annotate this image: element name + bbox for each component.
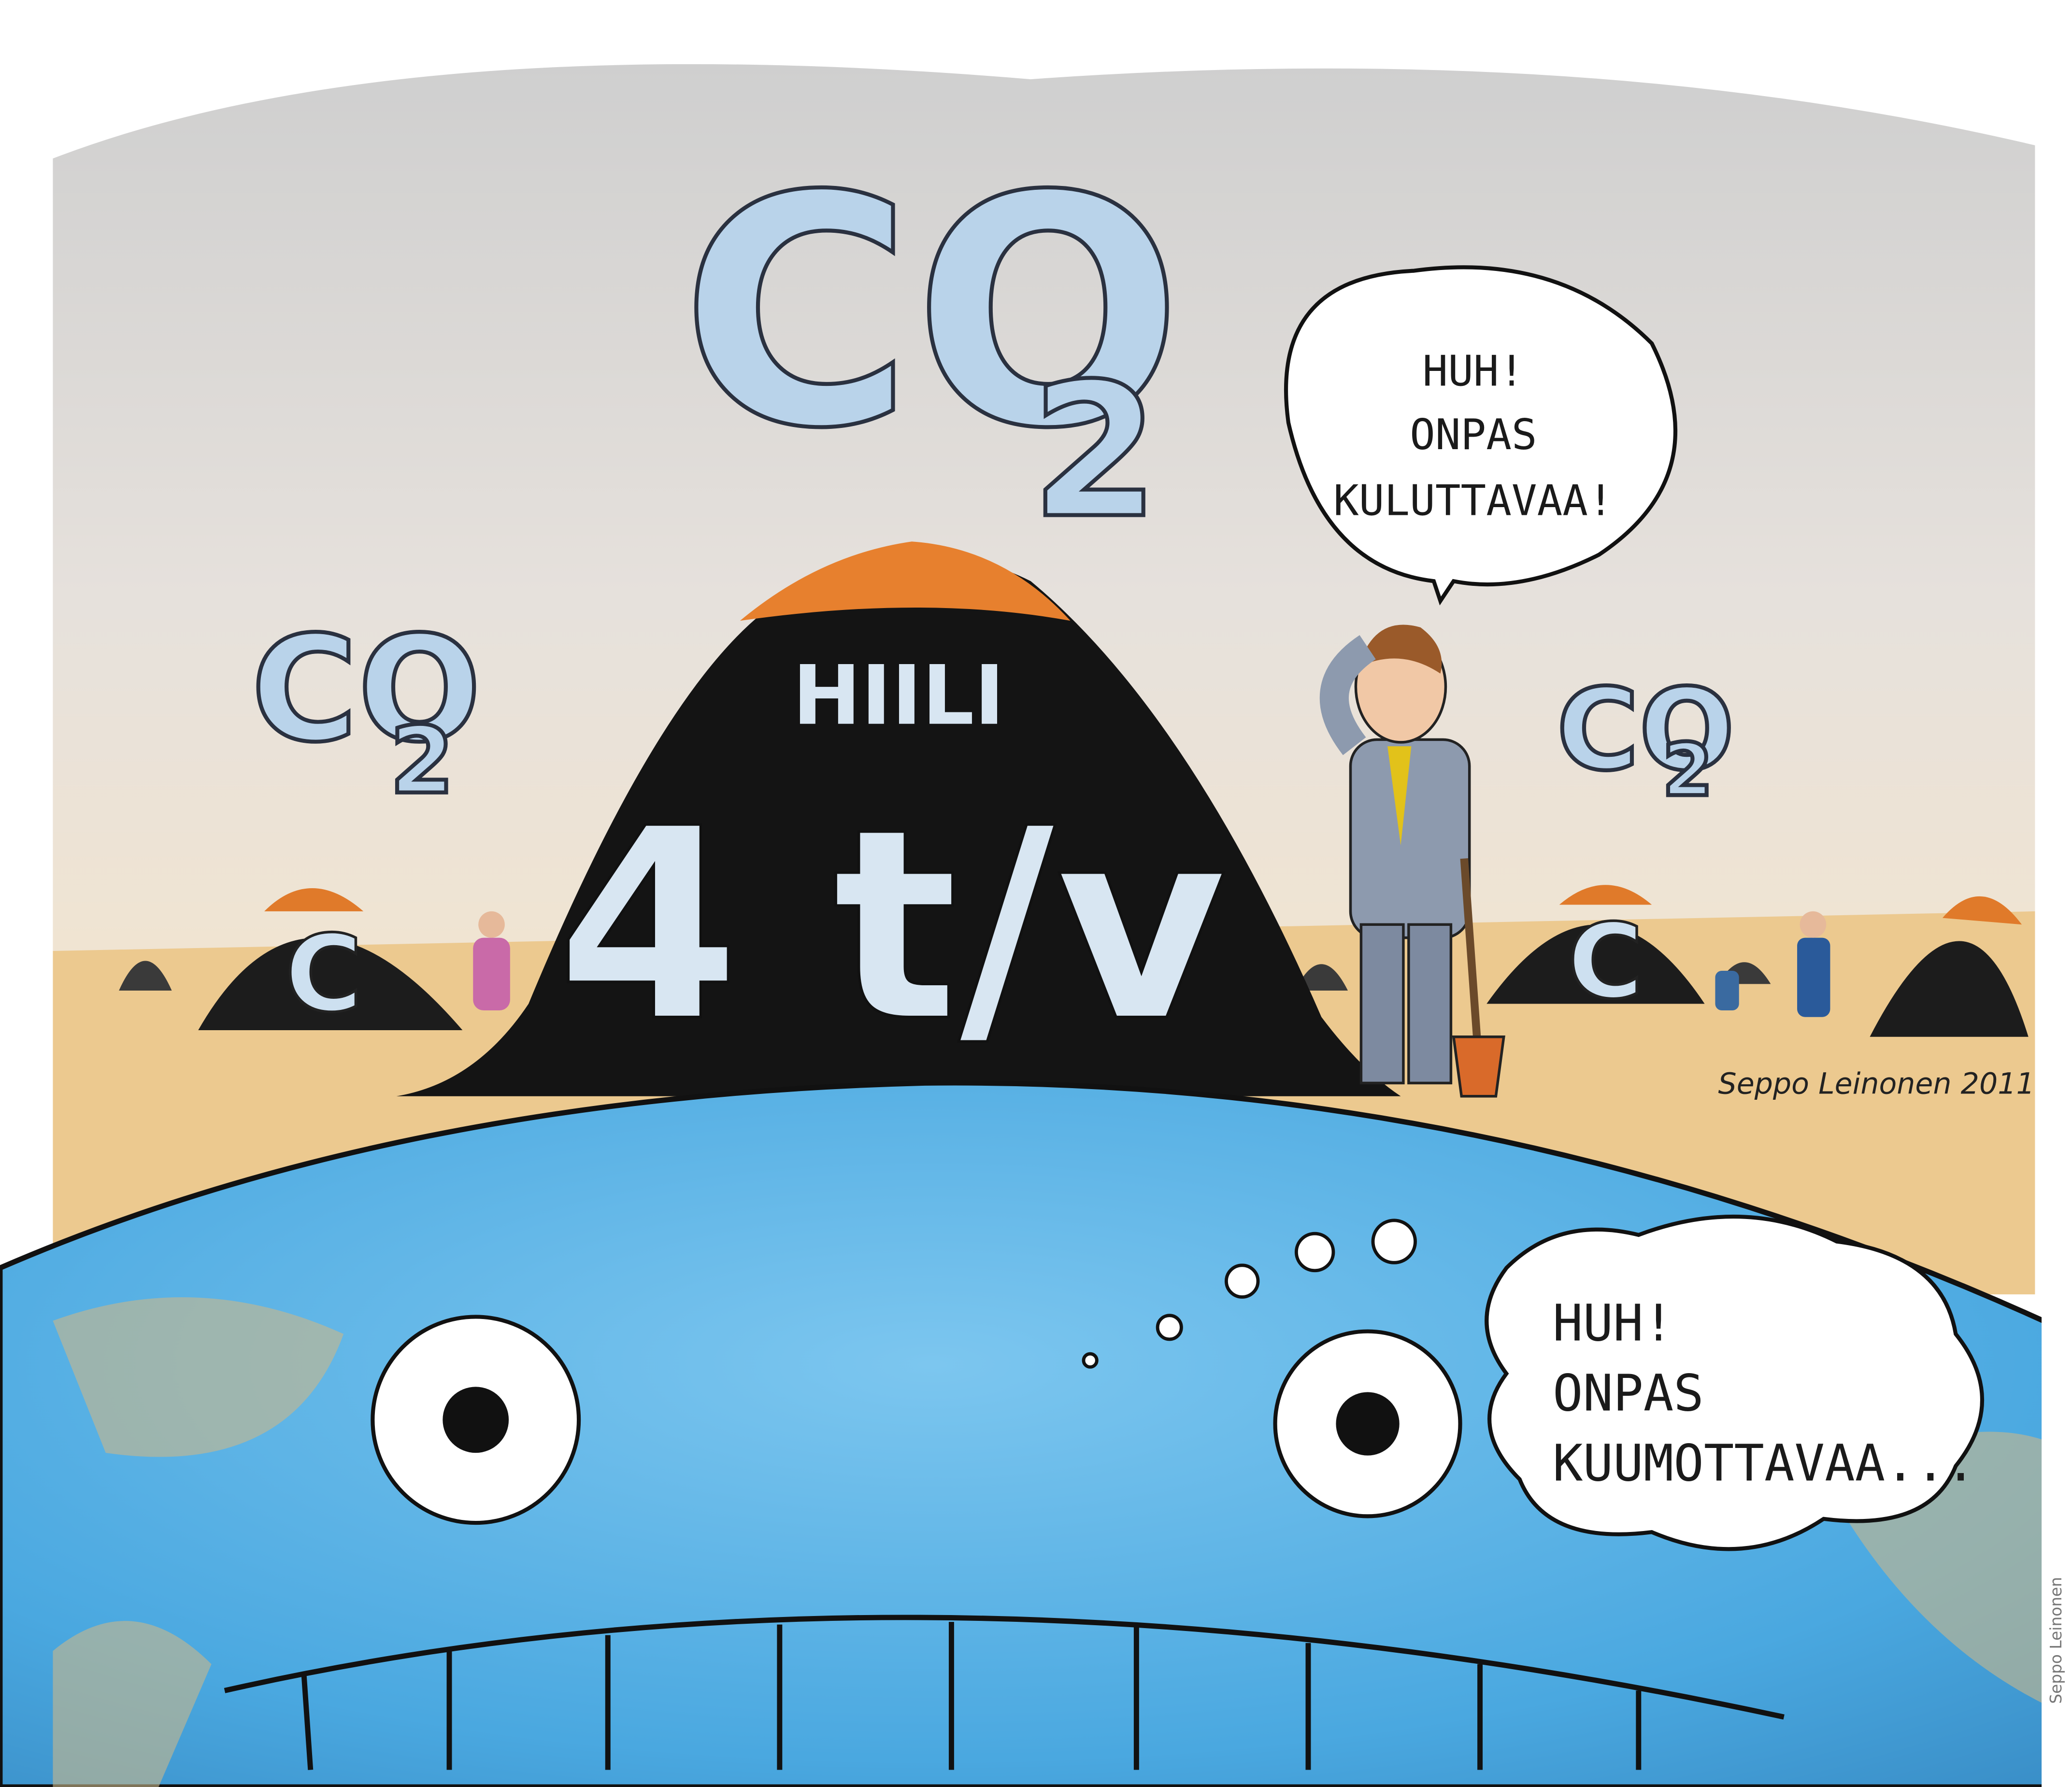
speech-line: KULUTTAVAA! [1333, 476, 1614, 525]
thought-line: KUUMOTTAVAA... [1553, 1434, 1976, 1493]
co2-subscript: 2 [1662, 728, 1713, 812]
speech-line: ONPAS [1410, 410, 1537, 459]
co2-right: CO 2 [1557, 665, 1734, 813]
cartoon: C C HIILI 4 t/v CO 2 CO 2 CO 2 [0, 0, 2072, 1787]
pile-amount: 4 t/v [557, 772, 1228, 1080]
co2-subscript: 2 [390, 707, 454, 815]
credit-margin [2042, 0, 2072, 1787]
co2-subscript: 2 [1031, 344, 1159, 559]
credit: Seppo Leinonen [2047, 1577, 2065, 1704]
signature: Seppo Leinonen 2011 [1718, 1067, 2035, 1101]
thought-line: ONPAS [1553, 1364, 1704, 1423]
pile-letter: C [285, 912, 363, 1035]
speech-line: HUH! [1423, 347, 1525, 396]
pile-label: HIILI [792, 648, 1004, 743]
co2-large: CO 2 [681, 128, 1183, 559]
pile-letter: C [1568, 902, 1643, 1022]
thought-line: HUH! [1553, 1294, 1673, 1353]
